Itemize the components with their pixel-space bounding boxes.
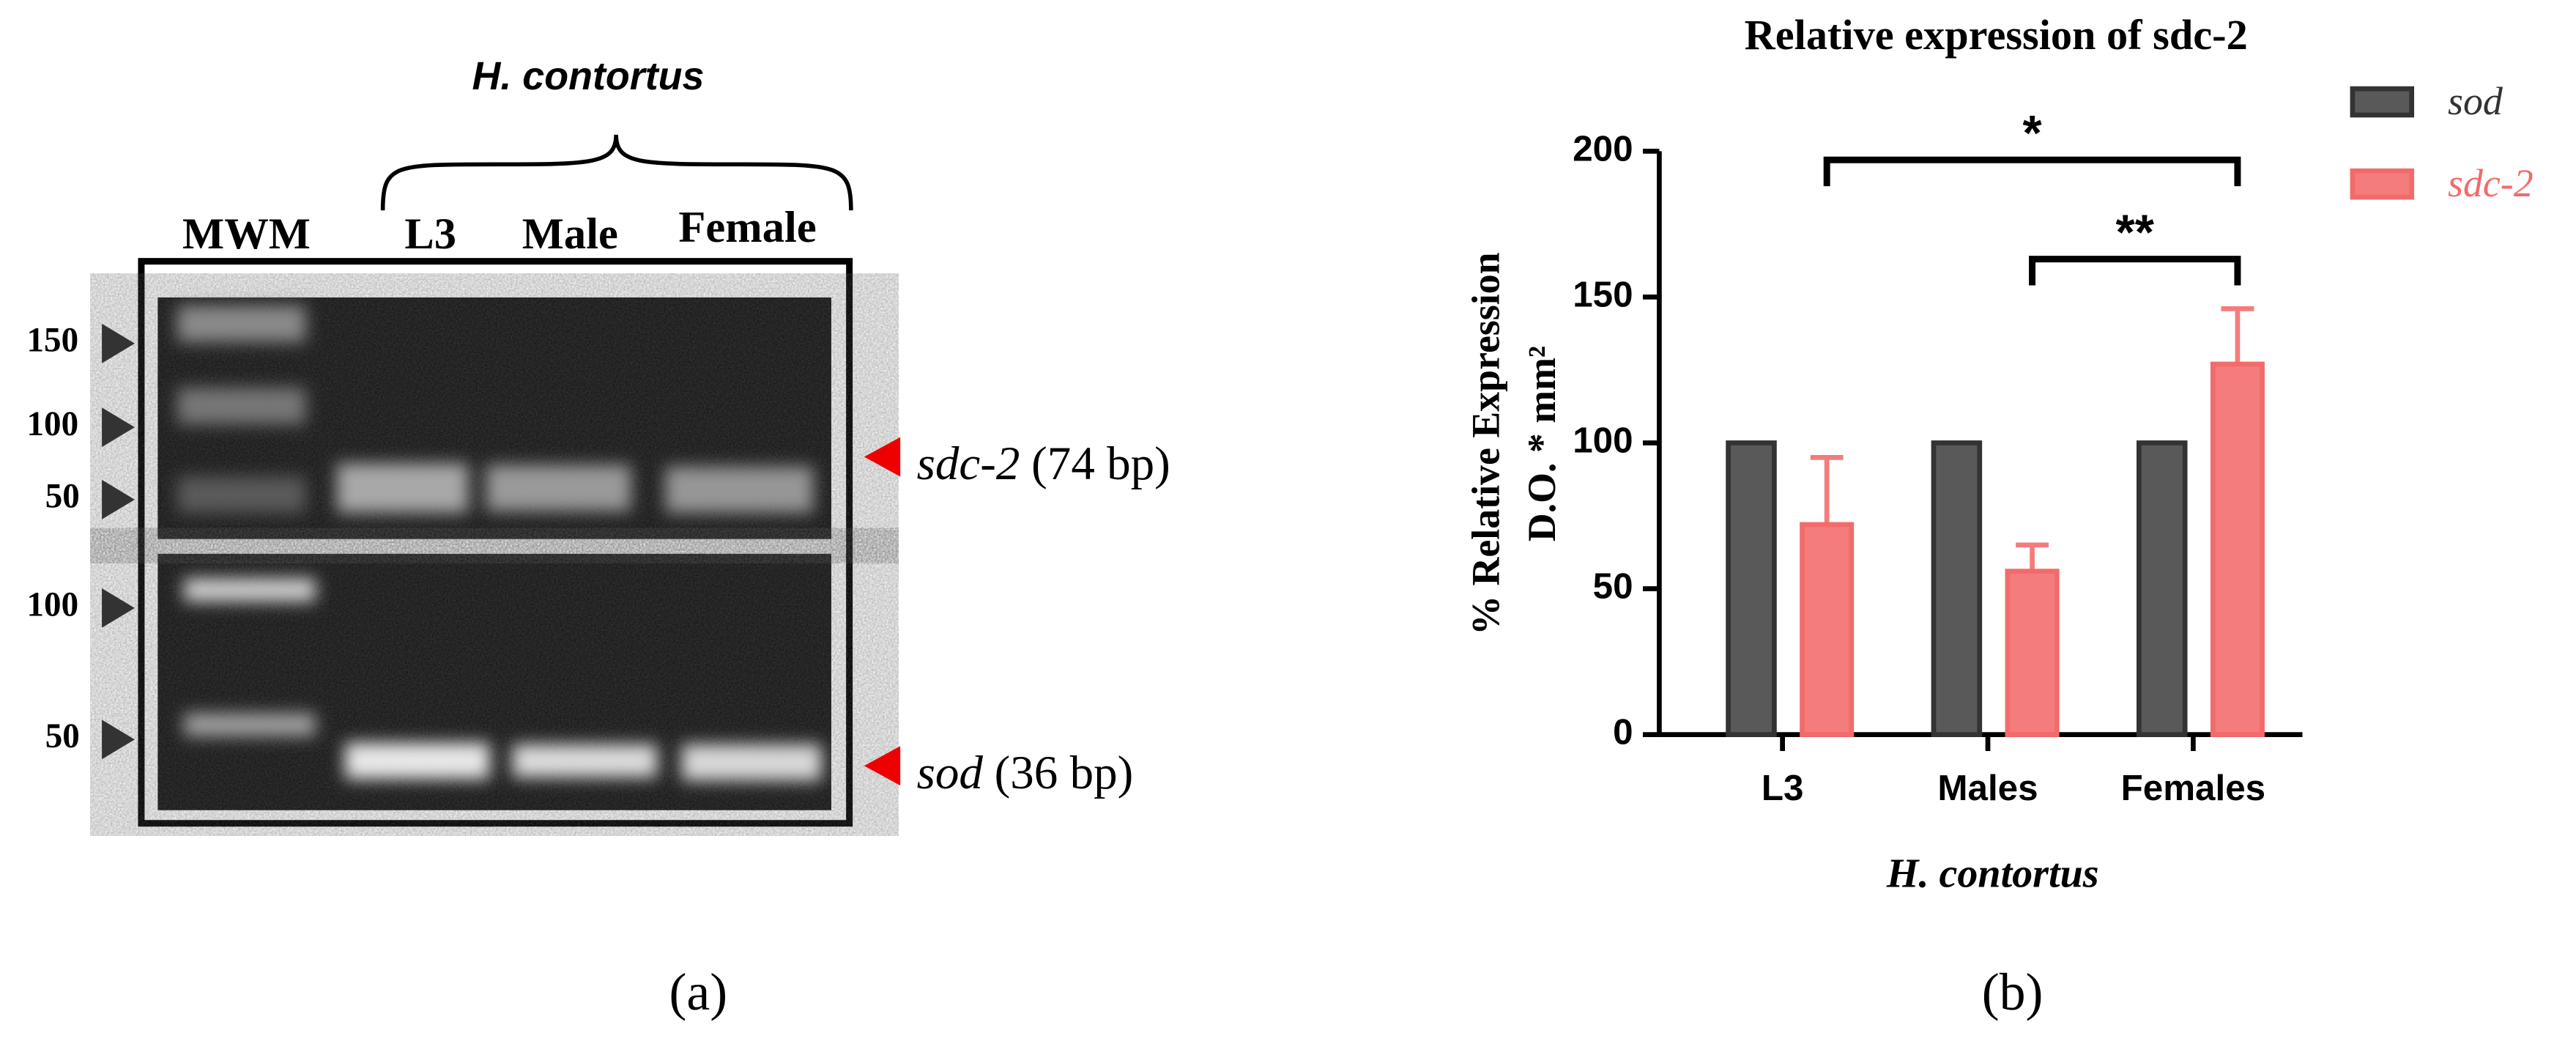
bar: [2005, 569, 2060, 737]
band: [177, 388, 306, 424]
gel-panel: H. contortus MWM L3 Male Female 150 100 …: [26, 54, 1170, 1021]
bar: [1931, 440, 1983, 737]
lane-label: MWM: [182, 210, 311, 259]
product-label: sod (36 bp): [917, 747, 1134, 799]
gene-name: sod: [917, 747, 984, 799]
y-tick-label: 50: [1593, 566, 1633, 607]
arrow: [102, 479, 135, 519]
product-label: sdc-2 (74 bp): [917, 437, 1170, 490]
lane-label: Female: [678, 203, 816, 252]
gel-bands: [177, 306, 822, 781]
legend-swatch: [2350, 168, 2415, 200]
significance-bracket: [2029, 256, 2241, 286]
error-bar: [2221, 306, 2254, 364]
x-tick-label: Males: [1937, 768, 2038, 808]
bar: [1726, 440, 1777, 737]
marker-label: 50: [45, 717, 80, 755]
arrow: [102, 323, 135, 363]
chart: Relative expression of sdc-2 % Relative …: [1464, 11, 2534, 1021]
lane-label: Male: [522, 210, 618, 259]
band: [512, 744, 658, 777]
lane-label: L3: [404, 210, 456, 259]
legend-label: sdc-2: [2448, 161, 2534, 205]
bar: [2136, 440, 2188, 737]
band: [336, 463, 469, 513]
band: [486, 465, 631, 511]
product-arrow: [864, 437, 901, 477]
y-tick-label: 100: [1573, 421, 1633, 461]
significance-label: *: [2022, 106, 2042, 161]
bar: [2210, 361, 2265, 737]
legend-label: sod: [2448, 79, 2503, 123]
significance-bracket: [1823, 156, 2241, 187]
marker-label: 100: [26, 586, 78, 624]
x-axis-label: H. contortus: [1886, 851, 2099, 897]
x-tick-label: Females: [2121, 768, 2265, 808]
significance-label: **: [2116, 205, 2155, 260]
brace: [380, 134, 853, 211]
product-size: (36 bp): [995, 747, 1134, 799]
band: [681, 744, 822, 781]
arrow: [102, 719, 135, 760]
y-tick-label: 150: [1573, 274, 1633, 314]
band: [184, 713, 316, 736]
product-arrow: [864, 746, 901, 786]
y-axis-label: % Relative Expression: [1464, 252, 1508, 635]
x-tick-label: L3: [1762, 768, 1804, 808]
marker-arrows: [102, 323, 135, 760]
band: [184, 578, 316, 602]
error-bar: [2016, 542, 2049, 571]
band: [177, 306, 306, 342]
band: [177, 476, 306, 513]
y-tick-label: 0: [1613, 712, 1633, 752]
arrow: [102, 407, 135, 448]
y-axis-label: D.O. * mm²: [1520, 346, 1564, 541]
marker-label: 50: [45, 478, 80, 516]
legend-swatch: [2350, 86, 2415, 118]
band: [665, 466, 814, 513]
y-tick-label: 200: [1573, 128, 1633, 169]
chart-title: Relative expression of sdc-2: [1745, 11, 2248, 59]
product-size: (74 bp): [1031, 437, 1170, 490]
marker-label: 150: [26, 322, 78, 360]
error-bar: [1810, 455, 1844, 525]
arrow: [102, 588, 135, 628]
marker-label: 100: [26, 405, 78, 443]
band: [345, 742, 490, 780]
bar: [1800, 522, 1855, 737]
gene-name: sdc-2: [917, 437, 1020, 490]
species-label: H. contortus: [472, 54, 705, 98]
panel-label: (a): [669, 963, 727, 1021]
panel-label: (b): [1982, 963, 2044, 1021]
